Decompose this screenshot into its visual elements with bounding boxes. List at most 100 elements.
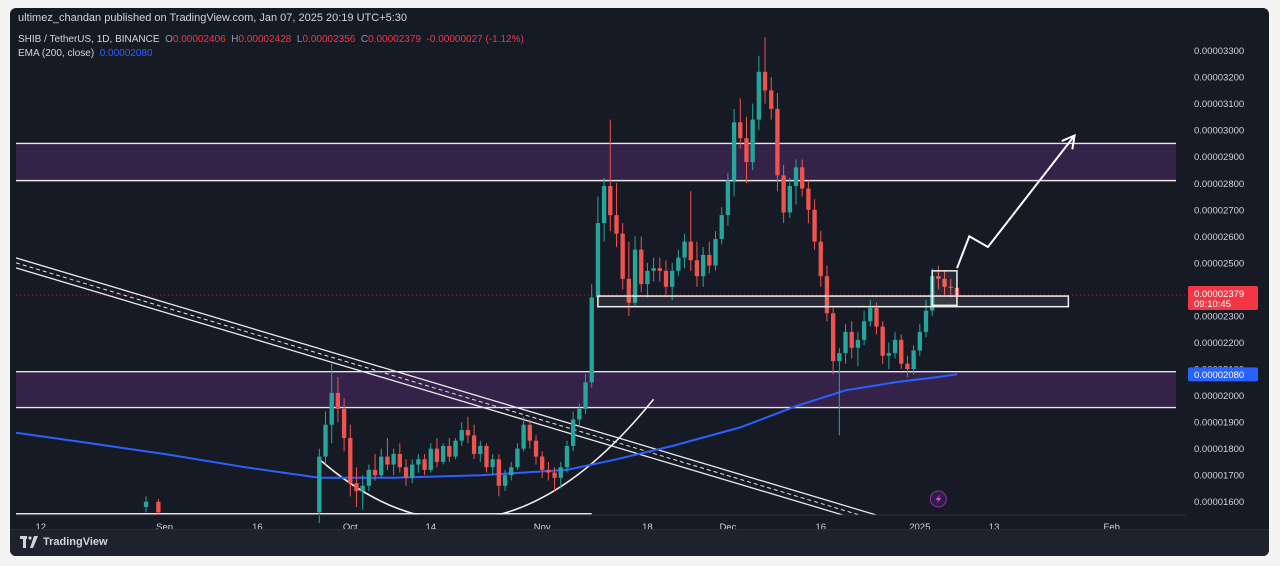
candle-body-62 — [700, 254, 706, 277]
candle-body-0 — [317, 456, 322, 513]
last-price-tag — [1188, 285, 1258, 310]
footer-bar: TradingView — [10, 529, 1269, 556]
candle-body-38 — [552, 472, 557, 478]
candle-body-14 — [403, 467, 409, 478]
support-resistance-zone-1 — [16, 371, 1176, 408]
candle-body-69 — [744, 138, 749, 163]
lightning-bolt-shape — [935, 494, 942, 504]
tradingview-logo[interactable]: TradingView — [20, 536, 108, 548]
arrow-head — [1061, 133, 1076, 150]
tradingview-brand: TradingView — [43, 536, 108, 548]
price-chart[interactable]: 0.00003300 0.00003200 0.00003100 0.00003000… — [16, 32, 1263, 540]
ema-legend: EMA (200, close) 0.00002080 — [18, 48, 153, 59]
open-value: 0.00002406 — [172, 34, 226, 45]
candle-body-46 — [601, 185, 607, 224]
x-tick-label-3: Oct — [343, 522, 358, 533]
candle-body-44 — [589, 297, 594, 383]
candle-body-93 — [892, 339, 898, 354]
candle-body-96 — [911, 350, 916, 370]
y-tick-label-8: 0.00002500 — [1194, 258, 1244, 269]
trendline-upper — [16, 257, 879, 515]
x-tick-label-6: 18 — [642, 522, 653, 533]
candle-body-11 — [385, 456, 390, 465]
x-tick-label-2: 16 — [252, 522, 263, 533]
candle-body-102 — [948, 286, 953, 288]
candle-body-68 — [738, 122, 743, 139]
y-tick-label-5: 0.00002800 — [1194, 179, 1244, 190]
candle-body-16 — [416, 459, 421, 465]
candle-body-78 — [800, 167, 805, 189]
projection-arrow — [956, 134, 1076, 269]
chart-frame: ultimez_chandan published on TradingView… — [10, 8, 1269, 556]
y-tick-label-4: 0.00002900 — [1194, 152, 1244, 163]
candle-body-60 — [688, 241, 693, 261]
x-tick-label-7: Dec — [719, 522, 736, 533]
candle-body-49 — [620, 233, 625, 279]
low-label: L — [296, 34, 303, 45]
y-tick-label-10: 0.00002300 — [1194, 311, 1244, 322]
candle-body-18 — [428, 448, 433, 470]
tradingview-logo-icon — [20, 536, 38, 548]
candle-body-5 — [348, 438, 353, 484]
y-tick-label-7: 0.00002600 — [1194, 232, 1244, 243]
ema-price-tag — [1188, 367, 1258, 382]
candle-body-6 — [354, 483, 359, 492]
y-tick-label-6: 0.00002700 — [1194, 205, 1244, 216]
candle-body-27 — [484, 446, 489, 468]
y-tick-label-15: 0.00001800 — [1194, 444, 1244, 455]
candle-body-12 — [391, 453, 396, 465]
candle-body-52 — [639, 249, 644, 285]
candle-body-58 — [676, 257, 681, 271]
candle-body-33 — [521, 424, 526, 449]
candle-body-43 — [583, 382, 588, 409]
ema-200-line — [16, 373, 958, 479]
candle-body-40 — [564, 446, 570, 468]
open-label: O — [165, 34, 173, 45]
candle-body-67 — [731, 122, 737, 181]
candle-body-85 — [843, 331, 848, 354]
y-tick-label-16: 0.00001700 — [1194, 471, 1244, 482]
countdown-timer: 09:10:45 — [1194, 299, 1231, 310]
candle-body-57 — [670, 270, 675, 287]
candle-body-24 — [465, 430, 471, 436]
candle-body-21 — [447, 446, 452, 457]
ema-label[interactable]: EMA (200, close) — [18, 48, 95, 59]
candle-body-86 — [849, 331, 854, 348]
y-tick-label-14: 0.00001900 — [1194, 418, 1244, 429]
x-tick-label-9: 2025 — [909, 522, 930, 533]
x-tick-label-0: 12 — [35, 522, 46, 533]
high-value: 0.00002428 — [238, 34, 292, 45]
candle-body-73 — [769, 90, 774, 109]
candle-body-63 — [707, 254, 712, 266]
candle-body-2 — [329, 392, 334, 425]
trendline-middle — [16, 262, 862, 515]
candle-body-10 — [379, 456, 384, 476]
candle-body-26 — [478, 446, 483, 454]
y-tick-label-13: 0.00002000 — [1194, 391, 1244, 402]
candle-body-64 — [713, 239, 718, 266]
candle-body-51 — [632, 249, 638, 303]
change-value: -0.00000027 (-1.12%) — [426, 34, 524, 45]
candle-body-20 — [440, 446, 446, 462]
candle-body-3 — [335, 392, 341, 409]
cup-arc — [318, 398, 655, 515]
candle-body-82 — [824, 276, 830, 314]
candle-body-28 — [490, 459, 495, 468]
zone-cut — [591, 512, 1186, 525]
early-candle-body-0 — [143, 501, 149, 508]
candle-body-97 — [917, 331, 922, 351]
candle-body-77 — [793, 167, 799, 186]
candle-body-88 — [861, 321, 867, 340]
x-tick-label-10: 13 — [989, 522, 1000, 533]
candle-body-37 — [546, 469, 551, 473]
symbol-label[interactable]: SHIB / TetherUS, 1D, BINANCE — [18, 34, 160, 45]
candle-body-87 — [855, 339, 861, 348]
candle-body-94 — [899, 339, 904, 364]
candle-body-22 — [453, 440, 458, 457]
candle-body-59 — [682, 241, 687, 258]
candle-body-76 — [787, 185, 792, 213]
candle-body-92 — [886, 353, 892, 356]
last-price-value: 0.00002379 — [1194, 289, 1244, 300]
candle-body-80 — [812, 209, 817, 242]
candle-body-100 — [936, 276, 941, 279]
